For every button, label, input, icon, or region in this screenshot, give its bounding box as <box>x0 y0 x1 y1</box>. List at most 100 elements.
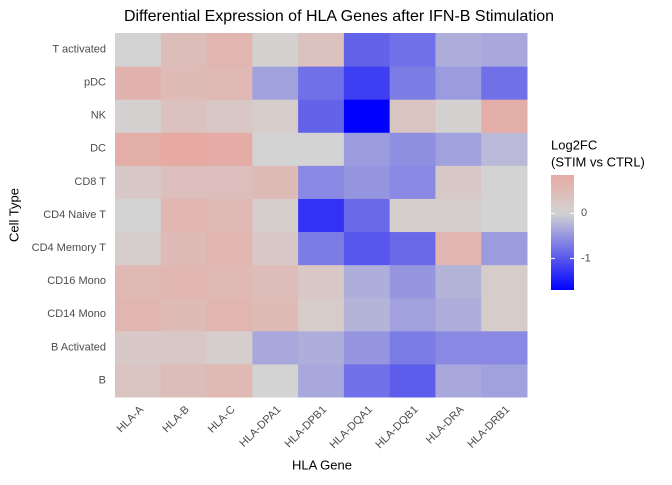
heatmap-cell <box>252 297 299 332</box>
heatmap-cell <box>206 198 253 233</box>
heatmap-cell <box>389 363 436 398</box>
heatmap-cell <box>206 330 253 365</box>
heatmap-cell <box>160 297 208 332</box>
heatmap-cell <box>343 33 391 67</box>
heatmap-cell <box>389 132 436 166</box>
heatmap-cell <box>206 363 253 398</box>
heatmap-cell <box>435 33 482 67</box>
heatmap-cell <box>160 264 208 299</box>
heatmap-cell <box>298 297 345 332</box>
heatmap-cell <box>435 99 482 133</box>
heatmap-cell <box>206 231 253 266</box>
heatmap-cell <box>115 165 162 199</box>
heatmap-cell <box>252 231 299 266</box>
x-tick-label: HLA-DPB1 <box>283 404 330 451</box>
heatmap-cell <box>298 99 345 133</box>
heatmap-cell <box>435 132 482 166</box>
heatmap-cell <box>252 132 299 166</box>
heatmap-cell <box>160 165 208 199</box>
heatmap-cell <box>115 132 162 166</box>
heatmap-cell <box>252 198 299 233</box>
heatmap-cell <box>389 165 436 199</box>
heatmap-cell <box>343 99 391 133</box>
heatmap-cell <box>160 363 208 398</box>
heatmap-cell <box>343 297 391 332</box>
legend-tick-label: -1 <box>581 252 591 264</box>
heatmap-cell <box>298 33 345 67</box>
heatmap-cell <box>343 231 391 266</box>
heatmap-cell <box>481 165 528 199</box>
legend-tick-label: 0 <box>581 207 587 219</box>
heatmap-cell <box>481 231 528 266</box>
heatmap-cell <box>160 66 208 100</box>
heatmap-cell <box>435 231 482 266</box>
x-tick-label: HLA-C <box>206 404 238 436</box>
heatmap-cell <box>389 231 436 266</box>
heatmap-cell <box>115 231 162 266</box>
heatmap-cell <box>206 132 253 166</box>
heatmap-cell <box>435 297 482 332</box>
heatmap-cell <box>389 264 436 299</box>
heatmap-cell <box>343 165 391 199</box>
heatmap-cell <box>115 297 162 332</box>
heatmap-cell <box>343 66 391 100</box>
heatmap-cell <box>435 330 482 365</box>
heatmap-cell <box>389 33 436 67</box>
y-tick-label: CD16 Mono <box>47 275 106 287</box>
chart-title: Differential Expression of HLA Genes aft… <box>124 8 554 25</box>
y-tick-label: T activated <box>52 43 106 55</box>
heatmap-cell <box>252 33 299 67</box>
heatmap-cell <box>481 132 528 166</box>
heatmap-cell <box>206 66 253 100</box>
heatmap-cell <box>343 198 391 233</box>
heatmap-cell <box>252 363 299 398</box>
heatmap-cell <box>298 66 345 100</box>
heatmap-cell <box>389 330 436 365</box>
y-tick-label: DC <box>90 143 106 155</box>
heatmap-cell <box>160 33 208 67</box>
x-tick-label: HLA-DRB1 <box>465 404 512 451</box>
heatmap-cell <box>115 330 162 365</box>
heatmap-cell <box>481 264 528 299</box>
heatmap-cell <box>481 99 528 133</box>
heatmap-cell <box>206 264 253 299</box>
heatmap-cell <box>481 330 528 365</box>
heatmap-cell <box>298 231 345 266</box>
heatmap-cell <box>115 264 162 299</box>
heatmap-cell <box>160 330 208 365</box>
x-tick-label: HLA-B <box>160 404 191 435</box>
heatmap-cell <box>115 33 162 67</box>
y-tick-label: B Activated <box>51 341 106 353</box>
heatmap-cell <box>298 132 345 166</box>
heatmap-cell <box>206 297 253 332</box>
legend-title: (STIM vs CTRL) <box>551 154 645 169</box>
x-axis-title: HLA Gene <box>292 457 352 472</box>
heatmap-cell <box>160 132 208 166</box>
legend-title: Log2FC <box>551 137 597 152</box>
y-tick-label: CD4 Naive T <box>43 209 106 221</box>
y-tick-label: CD8 T <box>74 176 106 188</box>
heatmap-cell <box>435 165 482 199</box>
y-tick-label: NK <box>91 110 107 122</box>
heatmap-cell <box>252 330 299 365</box>
x-tick-label: HLA-A <box>115 403 147 435</box>
heatmap-cell <box>481 198 528 233</box>
heatmap-cell <box>160 99 208 133</box>
heatmap-cell <box>252 264 299 299</box>
heatmap-cell <box>115 198 162 233</box>
heatmap-cell <box>252 165 299 199</box>
heatmap-cell <box>115 363 162 398</box>
y-tick-label: CD14 Mono <box>47 308 106 320</box>
heatmap-cell <box>435 66 482 100</box>
heatmap-cell <box>298 330 345 365</box>
heatmap-cell <box>481 297 528 332</box>
x-tick-label: HLA-DPA1 <box>237 404 283 450</box>
heatmap-cell <box>389 66 436 100</box>
heatmap-cell <box>343 264 391 299</box>
heatmap-cell <box>252 99 299 133</box>
heatmap-cell <box>160 198 208 233</box>
heatmap-cell <box>115 66 162 100</box>
heatmap-cell <box>435 198 482 233</box>
heatmap-cell <box>298 363 345 398</box>
